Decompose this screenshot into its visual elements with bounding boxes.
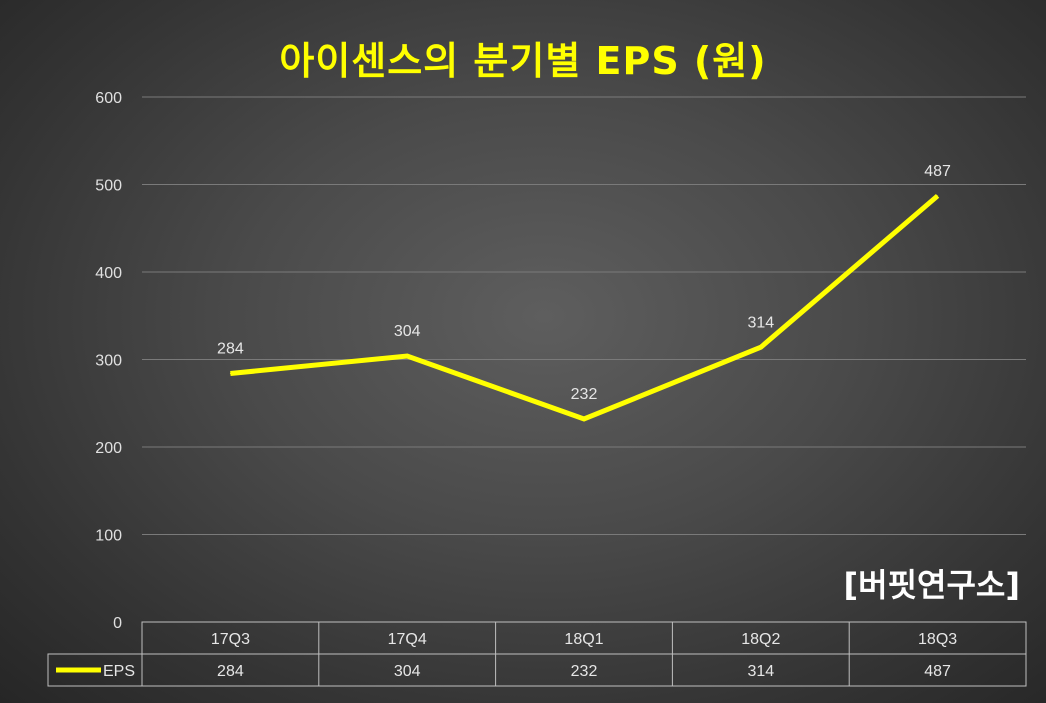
y-tick-label: 300 — [95, 353, 122, 370]
data-label: 487 — [924, 163, 951, 180]
chart-title: 아이센스의 분기별 EPS (원) — [279, 39, 767, 83]
data-point — [229, 373, 231, 374]
series-layer — [229, 193, 940, 422]
data-point — [583, 418, 585, 420]
x-category-label: 18Q2 — [741, 631, 780, 648]
grid-layer — [142, 96, 1026, 535]
table-value-cell: 304 — [394, 663, 421, 680]
data-label: 304 — [394, 323, 421, 340]
x-category-label: 18Q3 — [918, 631, 957, 648]
x-category-label: 17Q4 — [388, 631, 427, 648]
data-label: 284 — [217, 341, 244, 358]
y-tick-label: 500 — [95, 178, 122, 195]
legend-label-eps: EPS — [103, 663, 135, 680]
data-label: 232 — [571, 386, 598, 403]
y-axis: 0 100 200 300 400 500 600 — [95, 90, 122, 632]
table-value-cell: 487 — [924, 663, 951, 680]
x-category-label: 17Q3 — [211, 631, 250, 648]
y-tick-label: 200 — [95, 440, 122, 457]
watermark: [버핏연구소] — [843, 566, 1020, 604]
data-table: 17Q3 284 17Q4 304 18Q1 232 18Q2 314 18Q3 487 EPS — [47, 621, 1027, 687]
y-tick-label: 600 — [95, 90, 122, 107]
data-point — [937, 195, 939, 197]
data-point — [406, 355, 408, 357]
y-tick-label: 400 — [95, 265, 122, 282]
data-point — [760, 346, 762, 348]
table-data-row — [47, 653, 1027, 687]
table-value-cell: 314 — [747, 663, 774, 680]
data-labels: 284 304 232 314 487 — [217, 163, 951, 403]
y-tick-label: 100 — [95, 528, 122, 545]
table-value-cell: 232 — [571, 663, 598, 680]
x-category-label: 18Q1 — [564, 631, 603, 648]
data-label: 314 — [747, 314, 774, 331]
table-value-cell: 284 — [217, 663, 244, 680]
y-tick-label: 0 — [113, 615, 122, 632]
